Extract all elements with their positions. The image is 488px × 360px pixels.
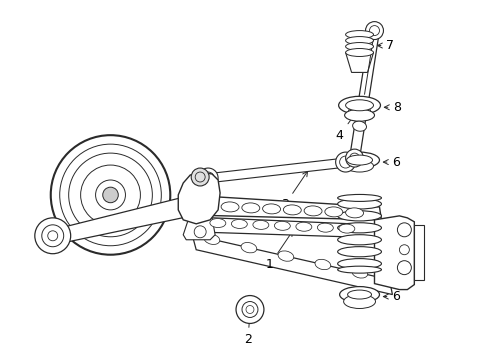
Ellipse shape [314, 259, 330, 270]
Ellipse shape [295, 222, 311, 231]
Ellipse shape [337, 223, 381, 233]
Ellipse shape [317, 223, 333, 232]
Circle shape [245, 306, 253, 314]
Polygon shape [374, 216, 413, 289]
Ellipse shape [324, 207, 342, 217]
Ellipse shape [345, 37, 373, 45]
Ellipse shape [345, 208, 363, 218]
Circle shape [198, 168, 218, 188]
Circle shape [365, 22, 383, 40]
Ellipse shape [347, 290, 371, 299]
Circle shape [335, 152, 355, 172]
Ellipse shape [339, 152, 379, 168]
Text: 4: 4 [335, 108, 359, 142]
Circle shape [102, 187, 118, 203]
Text: 5: 5 [385, 253, 402, 266]
Text: 3: 3 [280, 171, 307, 211]
Ellipse shape [337, 211, 381, 221]
Polygon shape [183, 218, 215, 240]
Text: 8: 8 [384, 101, 401, 114]
Circle shape [95, 180, 125, 210]
Ellipse shape [231, 220, 247, 229]
Ellipse shape [337, 247, 381, 257]
Polygon shape [345, 53, 373, 72]
Text: 1: 1 [265, 231, 292, 271]
Text: 6: 6 [383, 290, 400, 303]
Circle shape [236, 296, 264, 323]
Ellipse shape [338, 224, 354, 233]
Polygon shape [59, 198, 182, 244]
Ellipse shape [348, 105, 370, 117]
Circle shape [48, 231, 58, 241]
Polygon shape [190, 217, 376, 238]
Ellipse shape [252, 220, 268, 229]
Circle shape [345, 149, 363, 167]
Ellipse shape [278, 251, 293, 261]
Polygon shape [178, 172, 220, 224]
Ellipse shape [343, 294, 375, 309]
Ellipse shape [339, 287, 379, 302]
Ellipse shape [209, 219, 225, 228]
Circle shape [191, 168, 209, 186]
Circle shape [51, 135, 170, 255]
Ellipse shape [274, 221, 290, 230]
Ellipse shape [304, 206, 322, 216]
Ellipse shape [345, 160, 373, 172]
Ellipse shape [338, 96, 380, 114]
Polygon shape [349, 30, 379, 159]
Ellipse shape [337, 199, 381, 209]
Ellipse shape [345, 100, 373, 111]
Ellipse shape [346, 155, 372, 165]
Polygon shape [192, 235, 392, 294]
Ellipse shape [345, 49, 373, 57]
Text: 7: 7 [377, 39, 394, 52]
Text: 2: 2 [244, 316, 251, 346]
Ellipse shape [221, 202, 239, 212]
Ellipse shape [242, 203, 259, 213]
Ellipse shape [337, 235, 381, 245]
Ellipse shape [344, 109, 374, 121]
Ellipse shape [337, 266, 381, 273]
Ellipse shape [337, 194, 381, 201]
Ellipse shape [337, 258, 381, 269]
Ellipse shape [203, 234, 219, 244]
Ellipse shape [352, 121, 366, 131]
Ellipse shape [345, 42, 373, 50]
Text: 6: 6 [383, 156, 400, 168]
Polygon shape [413, 225, 424, 280]
Ellipse shape [345, 31, 373, 39]
Ellipse shape [283, 205, 301, 215]
Polygon shape [205, 158, 346, 183]
Ellipse shape [241, 243, 256, 253]
Ellipse shape [351, 268, 367, 278]
Polygon shape [185, 195, 381, 220]
Circle shape [35, 218, 71, 254]
Ellipse shape [262, 204, 280, 214]
